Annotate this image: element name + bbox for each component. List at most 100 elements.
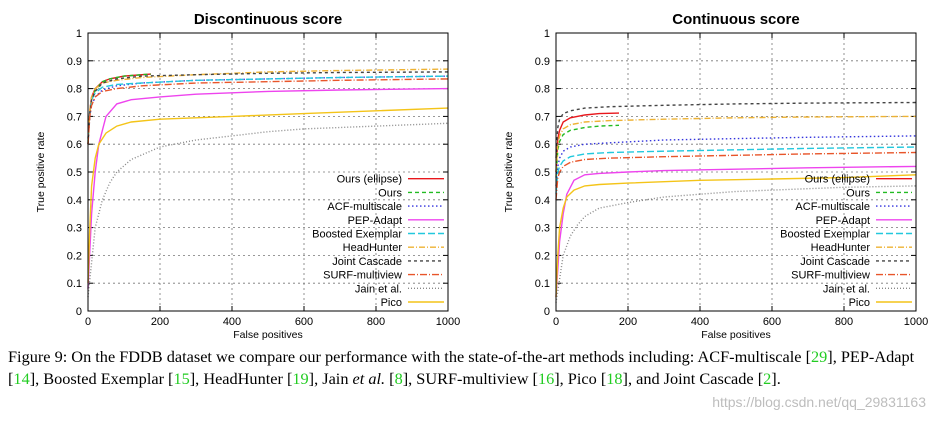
y-tick-label: 0: [544, 306, 550, 318]
caption-text: ], SURF-multiview [: [402, 369, 538, 388]
series-line-jain-et-al-: [87, 122, 449, 298]
plot-frame: [87, 32, 449, 312]
caption-text: et al.: [352, 369, 386, 388]
legend-label: Pico: [849, 297, 870, 309]
series-line-headhunter: [87, 68, 449, 145]
y-tick-label: 0.6: [67, 139, 82, 151]
legend-label: Ours (ellipse): [805, 174, 870, 186]
citation-link[interactable]: 29: [811, 347, 828, 366]
series-line-joint-cascade: [87, 71, 449, 145]
legend-label: PEP-Adapt: [348, 215, 402, 227]
legend-label: Jain et al.: [823, 283, 870, 295]
series-line-boosted-exemplar: [555, 146, 917, 195]
series-line-pep-adapt: [555, 165, 917, 298]
citation-link[interactable]: 19: [292, 369, 309, 388]
continuous-score-chart: Continuous score 0 200 400 600 800 1000 0 0.1 0.2…: [503, 11, 928, 340]
y-tick-label: 0.3: [67, 223, 82, 235]
legend-label: HeadHunter: [343, 242, 403, 254]
legend-label: SURF-multiview: [323, 270, 402, 282]
y-axis-label: True positive rate: [35, 131, 47, 212]
x-tick-label: 1000: [904, 316, 928, 328]
legend-label: ACF-multiscale: [327, 201, 402, 213]
y-tick-label: 0.7: [535, 111, 550, 123]
watermark-text: https://blog.csdn.net/qq_29831163: [712, 394, 926, 410]
caption-text: Figure 9: On the FDDB dataset we compare…: [8, 347, 806, 366]
citation-link[interactable]: 2: [763, 369, 772, 388]
plot-frame: [555, 32, 917, 312]
legend-label: HeadHunter: [811, 242, 871, 254]
x-tick-label: 400: [223, 316, 241, 328]
y-tick-label: 0.9: [67, 56, 82, 68]
chart-title: Continuous score: [672, 11, 800, 28]
legend-label: SURF-multiview: [791, 270, 870, 282]
legend-label: Joint Cascade: [800, 256, 870, 268]
caption-text: [: [805, 347, 811, 366]
x-axis-label: False positives: [233, 329, 302, 340]
caption-text: ], PEP-Adapt [: [8, 347, 915, 388]
legend-label: Ours (ellipse): [337, 174, 402, 186]
discontinuous-score-chart: Discontinuous score 0 200 400 600 800 1000 0 0.1…: [35, 11, 460, 340]
series-line-pep-adapt: [87, 87, 449, 289]
legend-label: Pico: [381, 297, 402, 309]
series-line-boosted-exemplar: [87, 75, 449, 139]
y-tick-label: 0.5: [535, 167, 550, 179]
citation-link[interactable]: 16: [537, 369, 555, 388]
x-tick-label: 600: [295, 316, 313, 328]
y-tick-label: 0.4: [535, 195, 550, 207]
x-tick-label: 0: [553, 316, 559, 328]
y-tick-label: 0.9: [535, 56, 550, 68]
y-tick-label: 0.7: [67, 111, 82, 123]
series-line-joint-cascade: [555, 101, 917, 159]
y-tick-label: 0: [76, 306, 82, 318]
y-tick-label: 1: [76, 28, 82, 40]
legend-label: Ours: [846, 187, 870, 199]
legend-label: ACF-multiscale: [795, 201, 870, 213]
caption-text: ], and Joint Cascade [: [622, 369, 764, 388]
x-tick-label: 200: [151, 316, 169, 328]
series-line-ours: [555, 124, 620, 178]
x-axis-label: False positives: [701, 329, 770, 340]
x-tick-label: 200: [619, 316, 637, 328]
legend-label: Boosted Exemplar: [780, 229, 870, 241]
y-tick-label: 0.6: [535, 139, 550, 151]
x-tick-label: 1000: [436, 316, 460, 328]
citation-link[interactable]: 18: [606, 369, 623, 388]
citation-link[interactable]: 15: [173, 369, 190, 388]
series-line-headhunter: [555, 115, 917, 173]
y-tick-label: 0.4: [67, 195, 82, 207]
x-tick-label: 0: [85, 316, 91, 328]
y-tick-label: 0.1: [535, 278, 550, 290]
legend-label: Jain et al.: [355, 283, 402, 295]
y-tick-label: 0.2: [535, 250, 550, 262]
series-line-pico: [87, 107, 449, 284]
y-tick-label: 0.1: [67, 278, 82, 290]
x-tick-label: 600: [763, 316, 781, 328]
citation-link[interactable]: 14: [13, 369, 30, 388]
y-tick-label: 0.2: [67, 250, 82, 262]
x-tick-label: 800: [835, 316, 853, 328]
caption-text: ], Boosted Exemplar [: [29, 369, 174, 388]
caption-text: ], Pico [: [554, 369, 607, 388]
caption-text: [: [385, 369, 395, 388]
series-line-surf-multiview: [555, 151, 917, 200]
legend-label: PEP-Adapt: [816, 215, 870, 227]
x-tick-label: 800: [367, 316, 385, 328]
y-tick-label: 0.8: [67, 84, 82, 96]
legend-label: Boosted Exemplar: [312, 229, 402, 241]
x-tick-label: 400: [691, 316, 709, 328]
y-tick-label: 0.3: [535, 223, 550, 235]
citation-link[interactable]: 8: [394, 369, 403, 388]
chart-title: Discontinuous score: [194, 11, 342, 28]
caption-text: ], HeadHunter [: [189, 369, 293, 388]
y-tick-label: 1: [544, 28, 550, 40]
y-tick-label: 0.5: [67, 167, 82, 179]
series-line-acf-multiscale: [555, 135, 917, 186]
y-tick-label: 0.8: [535, 84, 550, 96]
caption-text: ], Jain: [308, 369, 353, 388]
series-line-ours: [87, 73, 152, 142]
figure-caption: Figure 9: On the FDDB dataset we compare…: [8, 346, 930, 390]
legend-label: Ours: [378, 187, 402, 199]
series-line-ours-ellipse-: [555, 112, 620, 173]
y-axis-label: True positive rate: [503, 131, 515, 212]
caption-text: ].: [771, 369, 781, 388]
